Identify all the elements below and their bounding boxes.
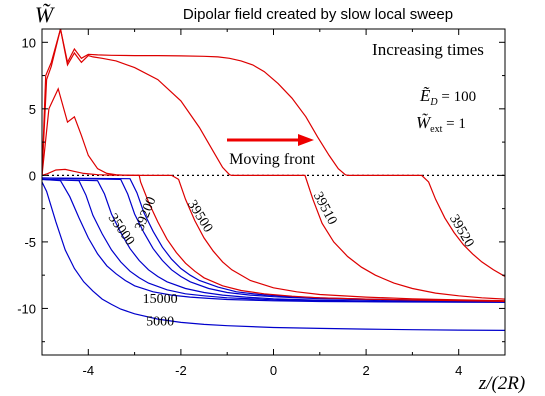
x-tick-label: 4 <box>455 363 462 378</box>
x-tick-label: 2 <box>362 363 369 378</box>
curve-label-35000: 35000 <box>105 211 137 248</box>
wext-subscript: ext <box>430 124 442 135</box>
series-line-35000 <box>42 177 505 303</box>
wext-value: = 1 <box>442 116 465 132</box>
x-tick-label: 0 <box>270 363 277 378</box>
ed-symbol: Ẽ <box>419 86 431 105</box>
x-axis-label: z/(2R) <box>478 373 525 394</box>
series-line-39520 <box>42 29 505 278</box>
y-tick-label: 5 <box>29 102 36 117</box>
series-line-39500 <box>42 87 505 302</box>
ed-value: = 100 <box>438 89 476 105</box>
wext-symbol: W̃ <box>416 113 432 132</box>
x-tick-label: -4 <box>83 363 95 378</box>
y-tick-label: 0 <box>29 168 36 183</box>
series-line-curve-3 <box>42 178 505 303</box>
y-tick-label: -5 <box>24 235 36 250</box>
curve-label-39510: 39510 <box>310 190 340 228</box>
curve-label-5000: 5000 <box>146 315 174 330</box>
increasing-times-label: Increasing times <box>372 40 484 59</box>
x-tick-label: -2 <box>175 363 187 378</box>
y-tick-label: 10 <box>22 35 36 50</box>
curve-label-39520: 39520 <box>446 212 476 250</box>
curve-label-15000: 15000 <box>143 292 178 307</box>
moving-front-label: Moving front <box>229 151 315 168</box>
series-line-curve-5 <box>42 177 505 302</box>
ed-subscript: D <box>429 97 438 108</box>
y-axis-label: W̃ <box>35 2 55 27</box>
series-line-5000 <box>42 181 505 331</box>
curve-label-39200: 39200 <box>132 195 159 233</box>
series-line-39200 <box>42 168 505 302</box>
plot-frame <box>41 28 506 356</box>
y-tick-label: -10 <box>17 301 36 316</box>
ed-parameter-label: ẼD = 100 <box>419 86 476 108</box>
wext-parameter-label: W̃ext = 1 <box>416 113 466 135</box>
chart-title: Dipolar field created by slow local swee… <box>183 6 453 23</box>
moving-front-arrow <box>227 134 314 146</box>
series-line-39510 <box>42 29 505 300</box>
curve-label-39500: 39500 <box>184 198 215 236</box>
